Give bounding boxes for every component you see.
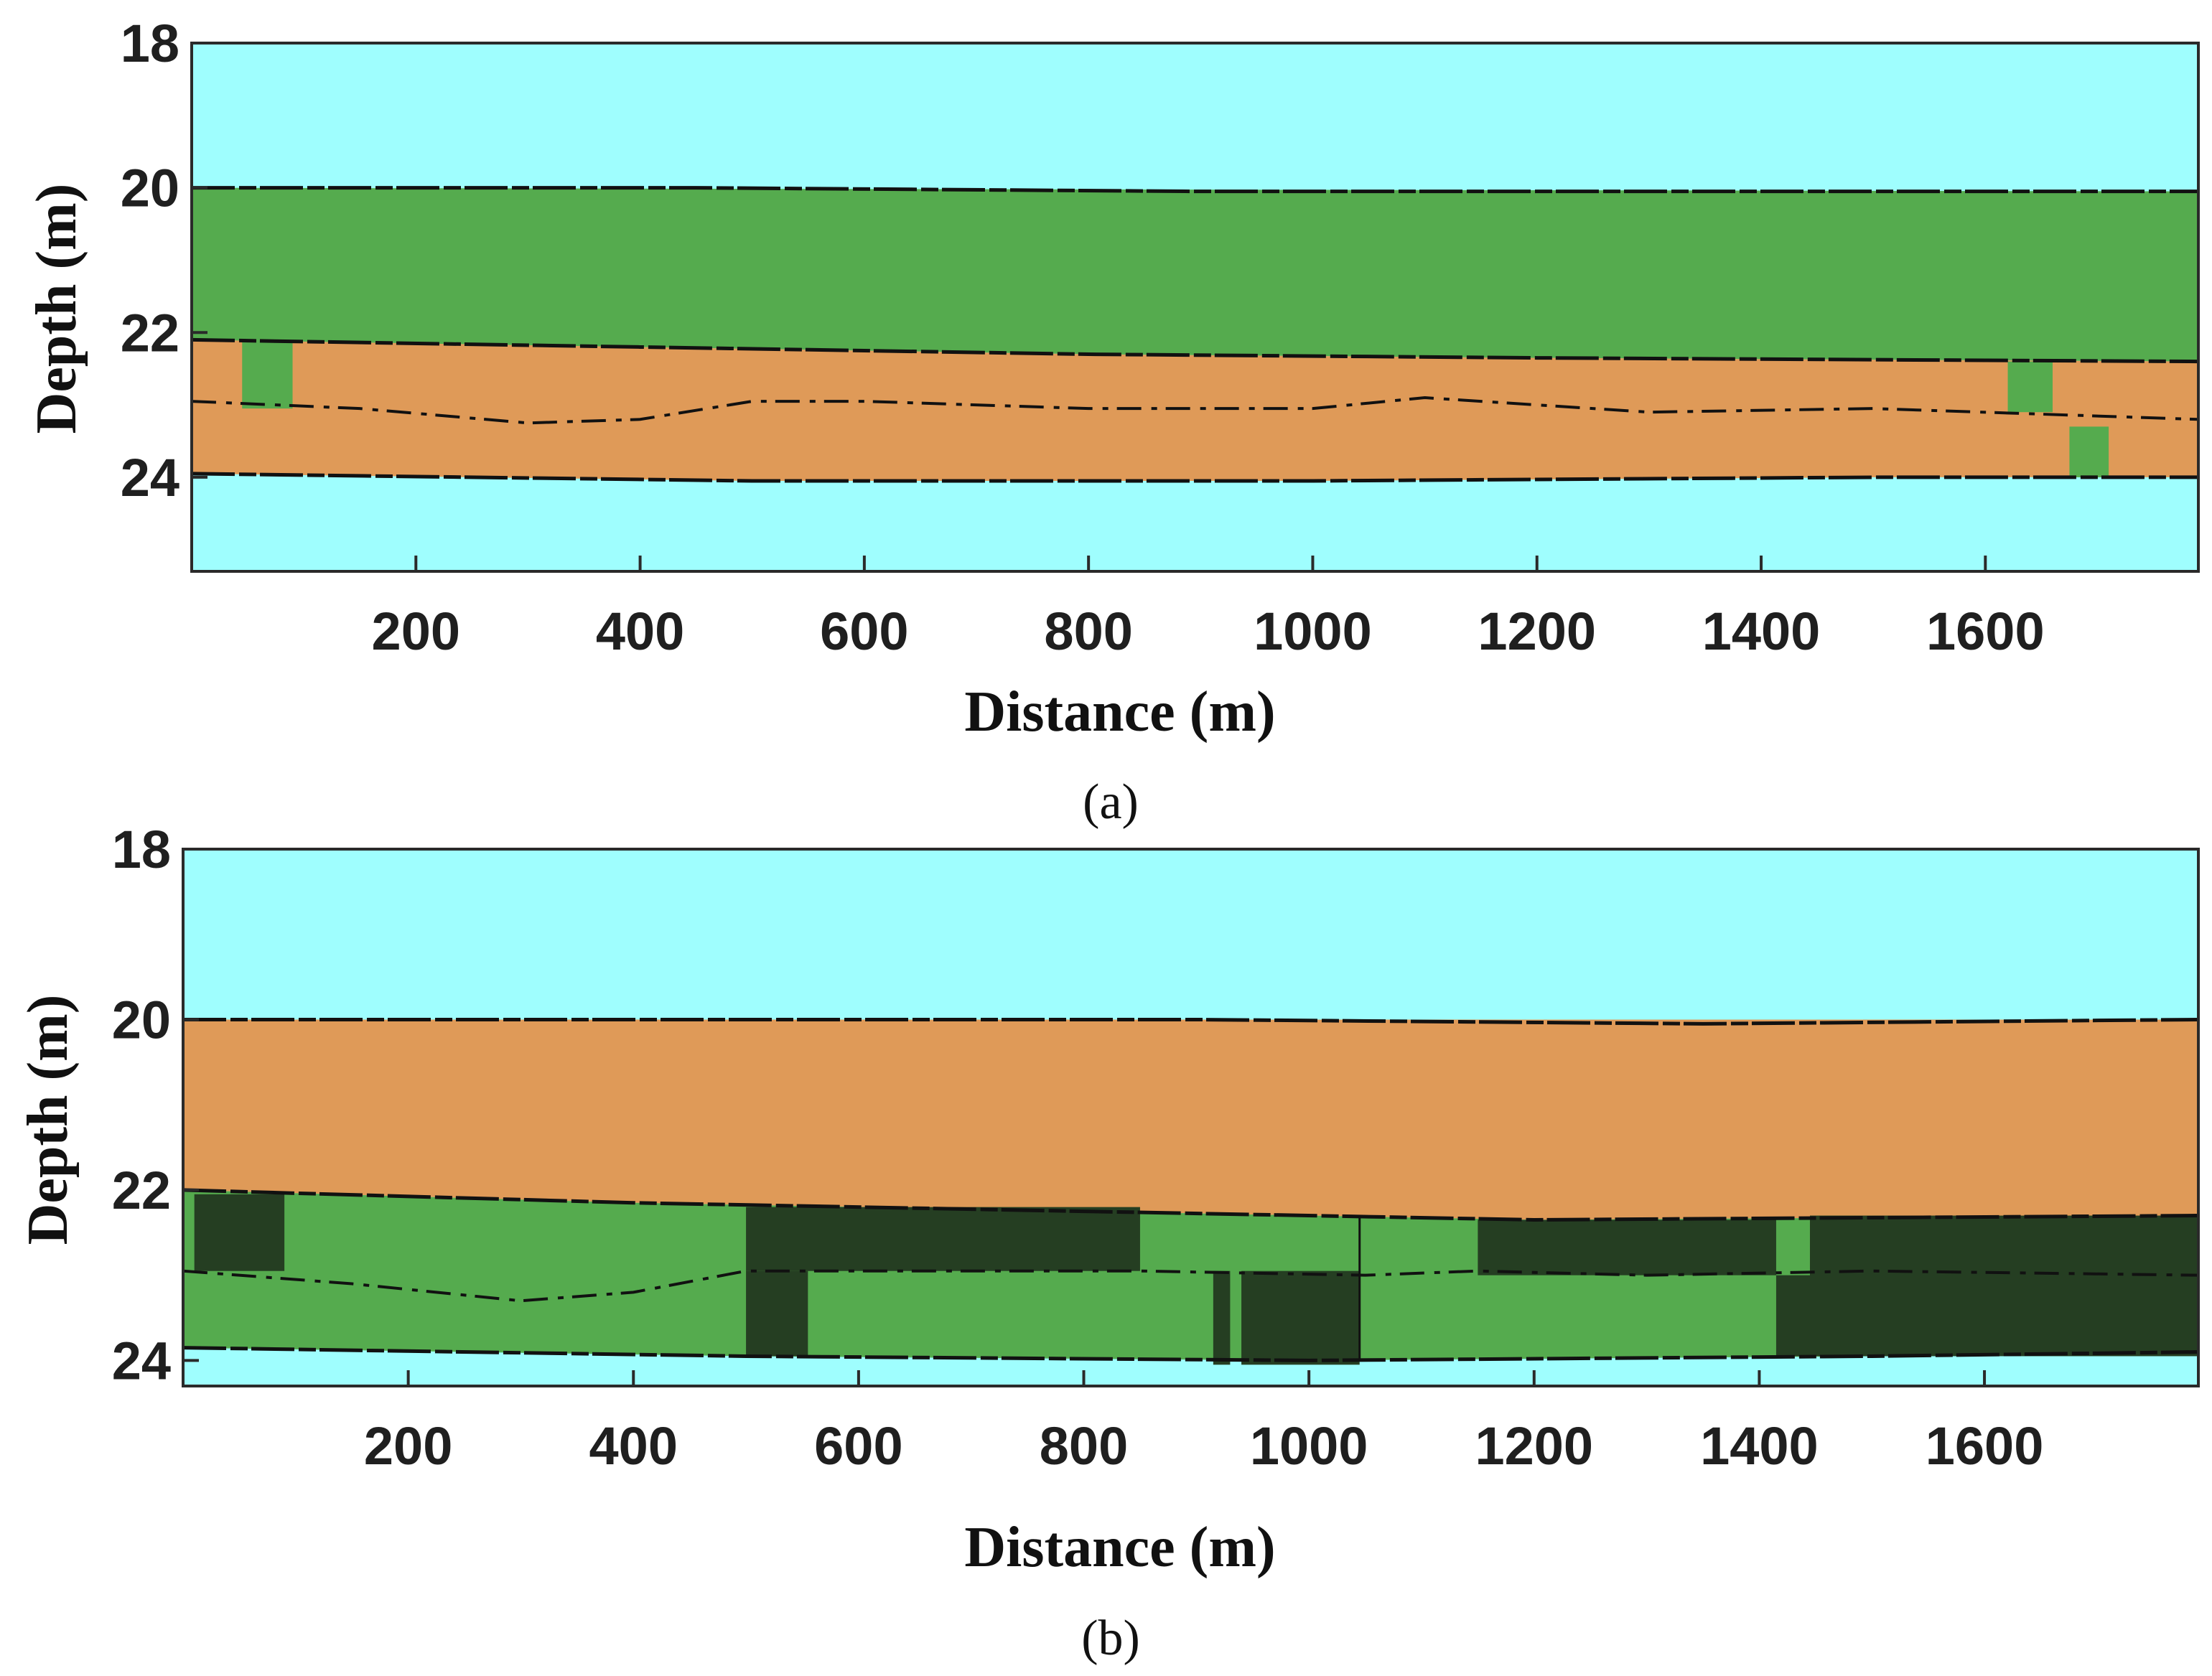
panel-a-xtick-label: 200 <box>372 601 460 661</box>
panel-a-boundary-3 <box>192 396 2198 425</box>
panel-a-xlabel: Distance (m) <box>964 680 1275 744</box>
panel-a-xtick-label: 400 <box>596 601 684 661</box>
panel-a-patch-green-2 <box>2069 426 2109 477</box>
panel-b-boundary-2 <box>183 1346 2198 1362</box>
panel-a-y-ticks: 18 20 22 24 <box>121 14 207 507</box>
panel-b-xtick-label: 600 <box>814 1416 902 1476</box>
panel-a-ytick-label: 24 <box>121 448 179 507</box>
panel-b-patch-dark-7 <box>1809 1215 2198 1357</box>
panel-b-x-ticks: 200 400 600 800 1000 1200 1400 1600 <box>364 1370 2043 1476</box>
panel-a-xtick-label: 800 <box>1044 601 1132 661</box>
panel-b-boundary-3 <box>183 1269 2198 1303</box>
panel-b-patch-dark-4 <box>1241 1270 1360 1365</box>
panel-b-xtick-label: 200 <box>364 1416 452 1476</box>
panel-a-xtick-label: 1400 <box>1702 601 1821 661</box>
panel-b-ytick-label: 22 <box>112 1161 171 1220</box>
panel-b-ytick-label: 18 <box>112 820 171 879</box>
panel-a-ytick-label: 20 <box>121 159 179 218</box>
panel-b-patch-dark-6 <box>1775 1275 1810 1357</box>
panel-b-patch-dark-1 <box>746 1207 1140 1271</box>
panel-b-caption: (b) <box>1081 1611 1140 1666</box>
panel-b-layer-orange <box>183 1019 2198 1220</box>
panel-b-ylabel: Depth (m) <box>17 995 80 1245</box>
panel-b-y-ticks: 18 20 22 24 <box>112 820 199 1390</box>
panel-a-layer-orange <box>192 340 2198 481</box>
panel-b-xtick-label: 1600 <box>1926 1416 2044 1476</box>
panel-b-patch-dark-3 <box>1213 1270 1231 1365</box>
panel-a-ytick-label: 18 <box>121 14 179 73</box>
panel-a-xtick-label: 1200 <box>1478 601 1596 661</box>
panel-a-ytick-label: 22 <box>121 303 179 362</box>
panel-a-xtick-label: 1600 <box>1926 601 2045 661</box>
panel-a-axes-frame <box>190 42 2200 573</box>
panel-a-patch-green-0 <box>242 340 293 409</box>
panel-a-xtick-label: 1000 <box>1254 601 1372 661</box>
panel-b-patch-dark-5 <box>1478 1219 1776 1275</box>
panel-b-axes-frame <box>182 848 2200 1387</box>
panel-a-xtick-label: 600 <box>820 601 908 661</box>
panel-a-caption: (a) <box>1083 774 1139 830</box>
panel-b-xtick-label: 1400 <box>1700 1416 1819 1476</box>
panel-b-ytick-label: 20 <box>112 990 171 1049</box>
panel-b-boundary-1 <box>183 1188 2198 1222</box>
panel-a-ylabel: Depth (m) <box>25 184 88 434</box>
panel-a-plot-area <box>192 43 2198 571</box>
panel-b-xtick-label: 1000 <box>1250 1416 1368 1476</box>
panel-b-xtick-label: 1200 <box>1475 1416 1593 1476</box>
panel-b-patch-dark-0 <box>194 1194 285 1271</box>
panel-b-ytick-label: 24 <box>112 1331 171 1390</box>
panel-a-x-ticks: 200 400 600 800 1000 1200 1400 1600 <box>372 556 2045 661</box>
panel-b-boundary-0 <box>183 1017 2198 1026</box>
panel-a-boundary-0 <box>192 186 2198 194</box>
panel-b-plot-area <box>183 849 2198 1386</box>
panel-b-xtick-label: 800 <box>1040 1416 1128 1476</box>
panel-a-boundary-2 <box>192 472 2198 483</box>
panel-b-xlabel: Distance (m) <box>964 1516 1275 1579</box>
panel-b-patch-dark-2 <box>746 1270 808 1357</box>
panel-a-layer-green <box>192 187 2198 362</box>
panel-b-xtick-label: 400 <box>589 1416 678 1476</box>
panel-a-patch-green-1 <box>2007 361 2053 413</box>
panel-a-boundary-1 <box>192 337 2198 364</box>
panel-b: 18 20 22 24 200 400 600 800 1000 1200 1400 1600 De… <box>17 820 2200 1666</box>
panel-a: 18 20 22 24 200 400 600 800 1000 1200 1400 1600 De… <box>25 14 2200 830</box>
